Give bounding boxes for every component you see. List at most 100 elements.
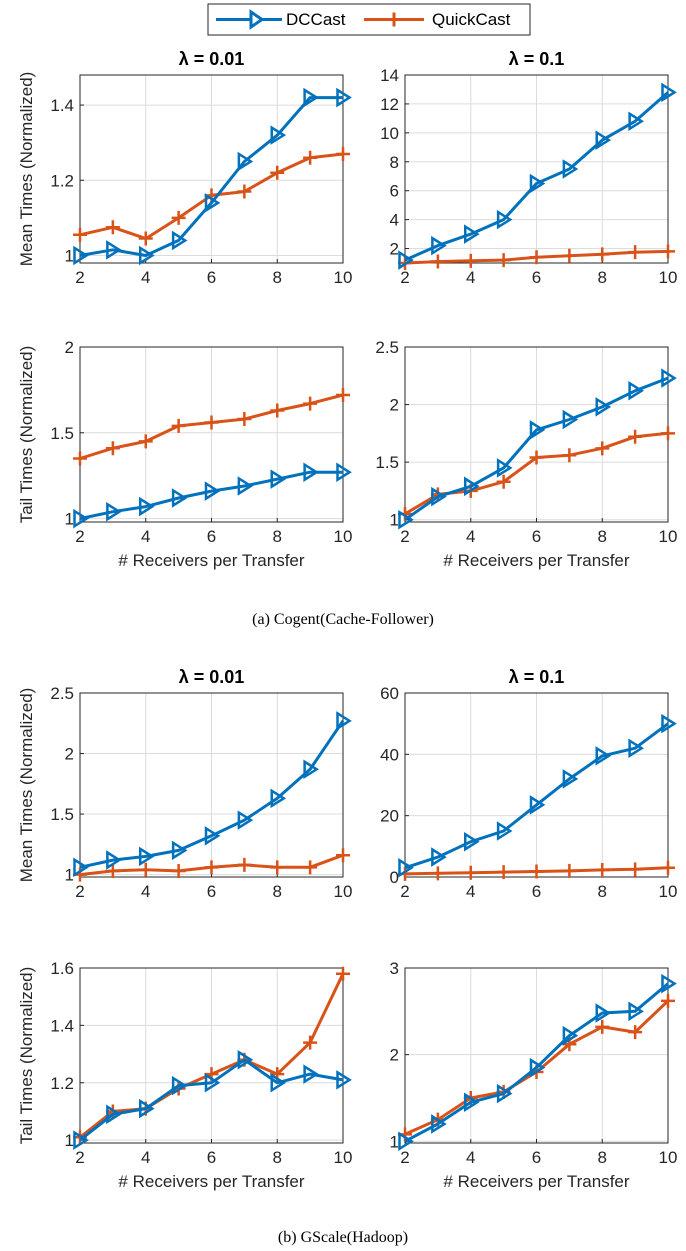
- y-tick-label: 1.5: [50, 424, 74, 443]
- legend-label-dccast: DCCast: [286, 10, 346, 29]
- y-tick-label: 2.5: [50, 684, 74, 703]
- x-axis-label: # Receivers per Transfer: [118, 1172, 304, 1191]
- data-point-dccast: [237, 476, 254, 496]
- series-line-dccast: [79, 1058, 344, 1142]
- x-tick-label: 6: [207, 1148, 216, 1167]
- data-point-quickcast: [496, 253, 511, 268]
- data-point-quickcast: [496, 474, 511, 489]
- data-point-dccast: [270, 788, 287, 809]
- data-point-quickcast: [529, 250, 544, 265]
- chart-panel-a-mean-01: 2 4 6 8 10 2 4 6 8 10 12 14 λ = 0.1: [380, 49, 677, 287]
- data-point-dccast: [171, 488, 188, 508]
- y-tick-label: 2: [65, 338, 74, 357]
- data-point-dccast: [398, 250, 414, 270]
- data-point-quickcast: [628, 245, 643, 260]
- data-point-quickcast: [336, 388, 350, 403]
- y-tick-label: 1: [65, 510, 74, 529]
- data-point-quickcast: [496, 865, 511, 880]
- y-axis-label: Mean Times (Normalized): [17, 688, 36, 883]
- data-point-quickcast: [463, 865, 478, 880]
- x-axis-label: # Receivers per Transfer: [443, 551, 629, 570]
- data-point-quickcast: [138, 231, 153, 246]
- y-tick-label: 3: [390, 959, 399, 978]
- x-tick-label: 4: [141, 882, 150, 901]
- data-point-quickcast: [661, 860, 675, 875]
- data-point-dccast: [270, 469, 287, 489]
- data-point-quickcast: [595, 247, 610, 262]
- data-point-quickcast: [237, 412, 252, 427]
- data-point-quickcast: [628, 862, 643, 877]
- y-tick-label: 2: [65, 745, 74, 764]
- data-point-quickcast: [270, 860, 285, 875]
- x-tick-label: 8: [598, 1148, 607, 1167]
- x-tick-label: 6: [207, 268, 216, 287]
- data-point-dccast: [139, 846, 155, 867]
- caption-a: (a) Cogent(Cache-Follower): [252, 611, 434, 628]
- x-tick-label: 4: [141, 268, 150, 287]
- data-point-quickcast: [336, 966, 350, 981]
- legend-marker-dccast: [249, 9, 265, 30]
- x-tick-label: 4: [466, 882, 475, 901]
- data-point-dccast: [661, 368, 677, 388]
- data-point-dccast: [464, 1092, 480, 1113]
- data-point-dccast: [661, 82, 677, 103]
- data-point-quickcast: [105, 441, 120, 456]
- data-point-quickcast: [171, 210, 186, 225]
- data-point-quickcast: [595, 441, 610, 456]
- data-point-quickcast: [595, 1019, 610, 1034]
- chart-panel-b-tail-001: 2 4 6 8 10 1 1.2 1.4 1.6 # Receivers per Transfer…: [17, 959, 352, 1191]
- x-tick-label: 8: [273, 882, 282, 901]
- y-tick-label: 12: [380, 95, 399, 114]
- data-point-dccast: [529, 1057, 546, 1078]
- y-tick-label: 8: [390, 153, 399, 172]
- legend: DCCast QuickCast: [207, 3, 531, 36]
- data-point-dccast: [303, 87, 319, 108]
- x-tick-label: 2: [75, 527, 84, 546]
- series-line-dccast: [404, 376, 669, 521]
- legend-item-quickcast: QuickCast: [364, 10, 511, 29]
- x-tick-label: 2: [75, 1148, 84, 1167]
- data-point-quickcast: [237, 857, 252, 872]
- data-point-quickcast: [430, 254, 445, 269]
- x-tick-label: 4: [466, 268, 475, 287]
- data-point-dccast: [106, 1104, 122, 1125]
- y-axis-label: Tail Times (Normalized): [17, 967, 36, 1145]
- data-point-quickcast: [73, 227, 87, 242]
- panel-title: λ = 0.1: [509, 667, 565, 687]
- data-point-dccast: [303, 462, 319, 483]
- data-point-dccast: [431, 235, 447, 256]
- data-point-dccast: [106, 240, 122, 260]
- y-tick-label: 1.5: [375, 453, 399, 472]
- data-point-dccast: [595, 1003, 612, 1023]
- data-point-quickcast: [661, 426, 675, 441]
- data-point-dccast: [628, 380, 644, 401]
- data-point-dccast: [139, 245, 155, 266]
- y-tick-label: 2: [390, 240, 399, 259]
- data-point-dccast: [562, 1025, 579, 1046]
- data-point-quickcast: [628, 1025, 643, 1040]
- panel-title: λ = 0.01: [179, 667, 245, 687]
- x-tick-label: 4: [141, 1148, 150, 1167]
- chart-panel-a-tail-01: 2 4 6 8 10 1 1.5 2 2.5 # Receivers per Transfer: [375, 338, 677, 570]
- x-tick-label: 6: [207, 527, 216, 546]
- x-tick-label: 10: [659, 527, 678, 546]
- y-tick-label: 1.5: [50, 805, 74, 824]
- data-point-dccast: [398, 1131, 414, 1152]
- x-tick-label: 10: [659, 268, 678, 287]
- data-point-dccast: [496, 209, 513, 230]
- chart-panel-b-mean-001: 2 4 6 8 10 1 1.5 2 2.5 λ = 0.01 Mean Times (Normal…: [17, 667, 352, 901]
- data-point-quickcast: [171, 418, 186, 433]
- x-tick-label: 10: [334, 527, 353, 546]
- data-point-dccast: [562, 159, 579, 179]
- data-point-dccast: [171, 1075, 188, 1096]
- series-line-dccast: [79, 96, 343, 257]
- x-tick-label: 8: [598, 882, 607, 901]
- data-point-dccast: [73, 1130, 89, 1150]
- y-tick-label: 2.5: [375, 338, 399, 357]
- data-point-quickcast: [105, 863, 120, 878]
- x-tick-label: 6: [532, 882, 541, 901]
- data-point-dccast: [303, 759, 319, 780]
- data-point-dccast: [204, 826, 221, 846]
- x-axis-label: # Receivers per Transfer: [118, 551, 304, 570]
- data-point-dccast: [106, 501, 122, 522]
